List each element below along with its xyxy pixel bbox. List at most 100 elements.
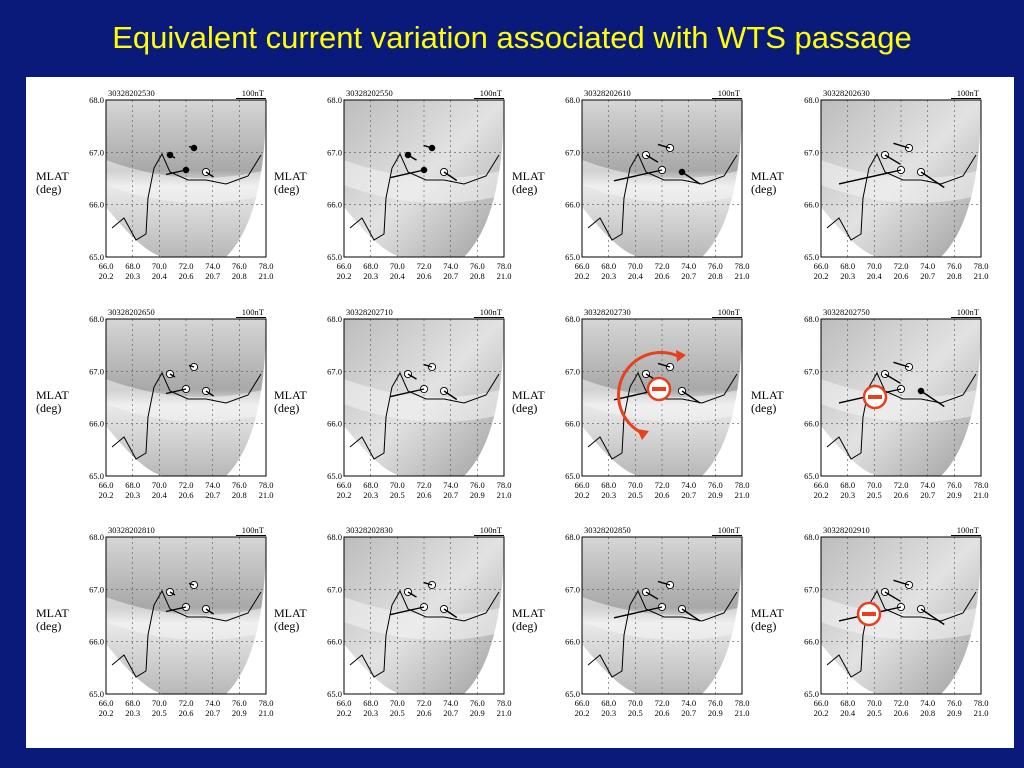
x-tick-label-secondary: 20.2	[814, 490, 829, 500]
x-tick-label-secondary: 20.6	[417, 708, 432, 718]
x-tick-label-secondary: 20.5	[867, 490, 882, 500]
x-tick-label: 76.0	[947, 698, 962, 708]
panel-timestamp: 30328202830	[346, 525, 393, 535]
x-tick-label-secondary: 20.8	[470, 271, 485, 281]
current-vector	[165, 169, 187, 176]
current-vector	[838, 169, 902, 185]
x-tick-label-secondary: 20.6	[179, 271, 194, 281]
slide-title: Equivalent current variation associated …	[112, 20, 912, 55]
x-tick-label: 74.0	[443, 261, 458, 271]
y-tick-label: 67.0	[804, 584, 819, 594]
panel-timestamp: 30328202810	[108, 525, 155, 535]
x-tick-label: 78.0	[259, 261, 274, 271]
x-tick-label: 74.0	[920, 698, 935, 708]
coastline-track	[826, 371, 977, 460]
x-tick-label: 70.0	[152, 480, 167, 490]
x-tick-label-secondary: 20.8	[708, 271, 723, 281]
image-edge	[702, 537, 742, 694]
x-tick-label-secondary: 20.7	[681, 708, 696, 718]
x-tick-label: 68.0	[601, 261, 616, 271]
panel-timestamp: 30328202610	[584, 88, 631, 98]
image-edge	[582, 426, 642, 476]
y-axis-label: MLAT	[274, 606, 307, 620]
x-tick-label: 68.0	[125, 261, 140, 271]
x-tick-label: 76.0	[708, 261, 723, 271]
x-tick-label-secondary: 20.9	[708, 708, 723, 718]
y-tick-label: 67.0	[89, 147, 104, 157]
x-tick-label-secondary: 21.0	[497, 490, 512, 500]
scale-label: 100nT	[718, 525, 741, 535]
x-tick-label-secondary: 20.2	[337, 708, 352, 718]
x-tick-label: 76.0	[470, 261, 485, 271]
x-tick-label: 66.0	[575, 480, 590, 490]
x-tick-label: 66.0	[575, 261, 590, 271]
current-vector	[884, 154, 901, 165]
current-vector	[205, 608, 214, 615]
x-tick-label-secondary: 20.9	[470, 490, 485, 500]
scale-label: 100nT	[480, 307, 503, 317]
y-axis-label: MLAT	[512, 606, 545, 620]
current-vector	[188, 145, 195, 149]
scale-label: 100nT	[718, 307, 741, 317]
x-tick-label: 66.0	[337, 480, 352, 490]
panel-frame	[343, 99, 505, 258]
x-tick-label: 68.0	[125, 480, 140, 490]
x-tick-label-secondary: 21.0	[735, 490, 750, 500]
panel-frame	[105, 318, 267, 477]
y-tick-label: 66.0	[327, 200, 342, 210]
y-axis-unit: (deg)	[512, 401, 537, 415]
x-tick-label: 66.0	[99, 261, 114, 271]
y-axis-unit: (deg)	[274, 182, 299, 196]
y-tick-label: 68.0	[804, 532, 819, 542]
x-tick-label: 74.0	[205, 480, 220, 490]
x-tick-label: 70.0	[628, 480, 643, 490]
current-vector	[657, 143, 671, 149]
current-vector	[893, 579, 910, 586]
current-vector	[893, 142, 910, 149]
image-edge	[941, 319, 981, 476]
image-edge	[464, 319, 504, 476]
x-tick-label-secondary: 20.6	[655, 271, 670, 281]
y-axis-unit: (deg)	[512, 619, 537, 633]
scale-label: 100nT	[242, 307, 265, 317]
x-tick-label-secondary: 20.6	[894, 708, 909, 718]
x-tick-label-secondary: 21.0	[259, 271, 274, 281]
x-tick-label: 74.0	[205, 261, 220, 271]
y-axis-label: MLAT	[36, 169, 69, 183]
x-tick-label-secondary: 20.6	[894, 271, 909, 281]
x-tick-label: 76.0	[232, 698, 247, 708]
panel: 30328202710 100nT68.067.066.065.0MLAT(deg…	[274, 307, 511, 500]
x-tick-label: 78.0	[259, 480, 274, 490]
x-tick-label: 78.0	[974, 698, 989, 708]
y-axis-unit: (deg)	[751, 619, 776, 633]
scale-label: 100nT	[242, 525, 265, 535]
current-vector	[407, 591, 417, 598]
x-tick-label-secondary: 20.9	[470, 708, 485, 718]
x-tick-label: 74.0	[920, 480, 935, 490]
current-vector	[613, 606, 663, 619]
x-tick-label-secondary: 20.3	[363, 490, 378, 500]
y-axis-label: MLAT	[751, 388, 784, 402]
x-tick-label: 74.0	[205, 698, 220, 708]
image-edge	[941, 100, 981, 257]
y-tick-label: 68.0	[565, 314, 580, 324]
x-tick-label: 76.0	[232, 261, 247, 271]
x-tick-label-secondary: 20.4	[867, 271, 883, 281]
y-tick-label: 65.0	[804, 689, 819, 699]
y-tick-label: 66.0	[804, 200, 819, 210]
x-tick-label: 72.0	[894, 698, 909, 708]
x-tick-label-secondary: 20.4	[152, 271, 168, 281]
x-tick-label-secondary: 20.4	[152, 490, 168, 500]
y-axis-label: MLAT	[274, 388, 307, 402]
panel: 30328202830 100nT68.067.066.065.0MLAT(deg…	[274, 525, 511, 718]
x-tick-label-secondary: 20.8	[232, 271, 247, 281]
x-tick-label-secondary: 20.2	[814, 271, 829, 281]
y-tick-label: 65.0	[327, 689, 342, 699]
current-vector	[389, 606, 425, 616]
y-tick-label: 65.0	[804, 252, 819, 262]
y-tick-label: 68.0	[89, 314, 104, 324]
x-tick-label-secondary: 20.6	[894, 490, 909, 500]
x-tick-label-secondary: 20.3	[840, 490, 855, 500]
x-tick-label-secondary: 21.0	[735, 708, 750, 718]
x-tick-label: 66.0	[337, 698, 352, 708]
